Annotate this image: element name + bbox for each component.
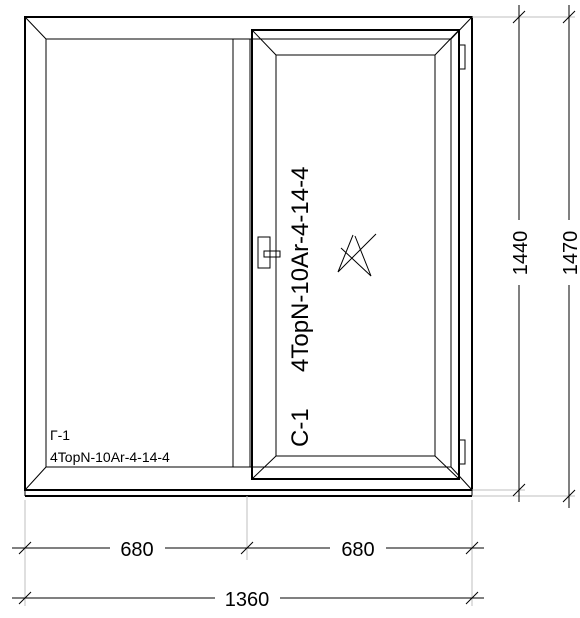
sash [251, 29, 466, 480]
fixed-pane-code: Г-1 [50, 427, 70, 443]
total-width-dimension: 1360 [225, 589, 270, 611]
tilt-turn-symbol-icon [337, 233, 377, 277]
sash-code: С-1 [287, 408, 314, 447]
vertical-dimensions: 1440 1470 [472, 5, 580, 508]
fixed-pane-glass: 4TopN-10Ar-4-14-4 [50, 449, 170, 465]
fixed-pane [45, 38, 234, 468]
handle-icon [257, 236, 281, 269]
inner-height-dimension: 1440 [510, 231, 532, 276]
total-height-dimension: 1470 [560, 231, 580, 276]
top-hinge-icon [458, 44, 466, 70]
window-frame [24, 16, 473, 497]
mullion [232, 39, 251, 467]
sash-glass: 4TopN-10Ar-4-14-4 [287, 167, 314, 372]
horizontal-dimensions: 680 680 1360 [12, 496, 484, 611]
right-width-dimension: 680 [341, 539, 374, 561]
bottom-hinge-icon [458, 439, 466, 465]
left-width-dimension: 680 [120, 539, 153, 561]
